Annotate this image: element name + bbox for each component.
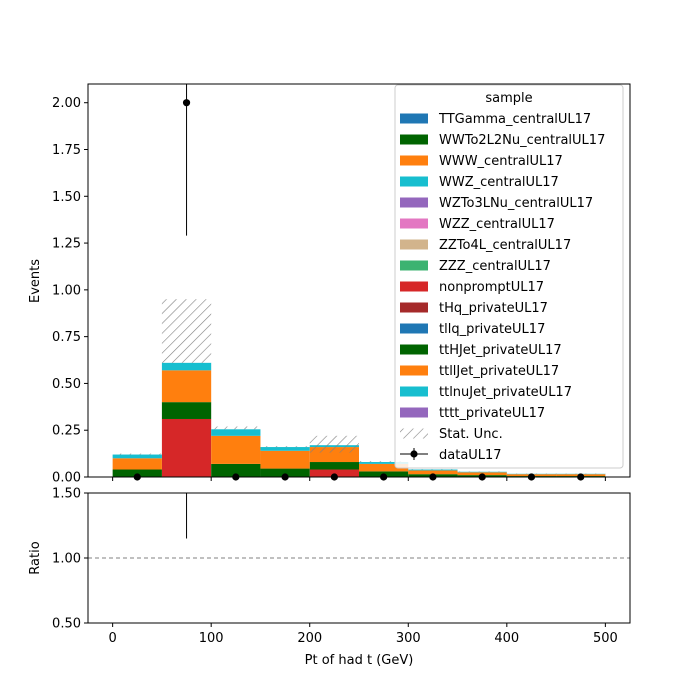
x-tick-label-300: 300 [396,631,421,646]
bar-nonpromptUL17-bin-1 [161,418,212,477]
stat-unc-bin-2 [211,426,261,430]
legend-swatch-3 [400,176,428,187]
x-tick-label-100: 100 [199,631,224,646]
x-axis-label: Pt of had t (GeV) [305,653,414,668]
bar-ttHJet_privateUL17-bin-1 [161,402,212,419]
legend-swatch-5 [400,218,428,229]
stat-unc-bin-7 [457,471,507,472]
main-y-tick-label-5: 1.25 [52,237,81,252]
legend-swatch-10 [400,323,428,334]
main-y-tick-label-4: 1.00 [52,283,81,298]
legend-label-2: WWW_centralUL17 [439,154,563,169]
legend-label-14: tttt_privateUL17 [439,406,545,421]
stat-unc-bin-5 [359,461,409,463]
ratio-plot: 0 100 200 300 400 500 0.50 1.00 1.50 Ratio Pt o… [28,487,631,668]
ratio-x-ticks: 0 100 200 300 400 500 [108,623,618,646]
ratio-y-tick-label-2: 1.50 [52,487,81,502]
x-tick-label-500: 500 [593,631,618,646]
legend-label-5: WZZ_centralUL17 [439,217,555,232]
bar-ttllJet_privateUL17-bin-5 [359,463,409,472]
legend-swatch-0 [400,113,428,124]
stat-unc-bin-6 [408,469,458,470]
legend-label-9: tHq_privateUL17 [439,301,548,316]
main-y-tick-label-7: 1.75 [52,143,81,158]
main-y-tick-label-8: 2.00 [52,96,81,111]
ratio-y-axis-label: Ratio [28,541,43,574]
x-tick-label-400: 400 [494,631,519,646]
legend-swatch-13 [400,386,428,397]
y-axis-label: Events [28,259,43,303]
legend-label-4: WZTo3LNu_centralUL17 [439,196,593,211]
legend-label-7: ZZZ_centralUL17 [439,259,551,274]
bar-ttlnuJet_privateUL17-bin-7 [457,471,507,473]
legend-swatch-4 [400,197,428,208]
legend-label-10: tllq_privateUL17 [439,322,545,337]
legend-swatch-7 [400,260,428,271]
legend-label-stat-unc: Stat. Unc. [439,427,503,442]
stat-unc-bin-1 [161,299,212,363]
bar-ttllJet_privateUL17-bin-6 [408,470,458,475]
legend-label-3: WWZ_centralUL17 [439,175,559,190]
legend-swatch-2 [400,155,428,166]
main-axes-frame [87,83,631,478]
x-tick-label-200: 200 [297,631,322,646]
legend-swatch-14 [400,407,428,418]
stat-unc-bin-3 [260,446,310,448]
ratio-y-tick-label-1: 1.00 [52,552,81,567]
bar-ttlnuJet_privateUL17-bin-2 [211,429,261,436]
legend-label-8: nonpromptUL17 [439,280,544,295]
data-point-1 [182,99,191,107]
legend-swatch-stat-unc [400,428,428,439]
legend-label-0: TTGamma_centralUL17 [438,112,591,127]
bar-ttllJet_privateUL17-bin-1 [161,370,212,403]
legend-label-6: ZZTo4L_centralUL17 [439,238,571,253]
legend-swatch-6 [400,239,428,250]
main-y-tick-label-1: 0.25 [52,424,81,439]
bar-ttHJet_privateUL17-bin-3 [260,468,310,477]
legend-label-13: ttlnuJet_privateUL17 [439,385,572,400]
bar-ttHJet_privateUL17-bin-2 [211,463,261,477]
ratio-y-ticks: 0.50 1.00 1.50 [52,487,88,632]
legend-label-12: ttllJet_privateUL17 [439,364,559,379]
legend-swatch-12 [400,365,428,376]
main-y-tick-label-2: 0.50 [52,377,81,392]
bar-ttlnuJet_privateUL17-bin-5 [359,462,409,464]
bar-ttlnuJet_privateUL17-bin-6 [408,469,458,471]
legend-swatch-11 [400,344,428,355]
ratio-y-tick-label-0: 0.50 [52,617,81,632]
stat-uncertainty-bands [112,299,606,475]
stat-unc-bin-4 [309,435,359,453]
bar-ttllJet_privateUL17-bin-2 [211,435,261,464]
stat-unc-bin-0 [112,453,162,455]
main-y-tick-label-3: 0.75 [52,330,81,345]
legend-label-data: dataUL17 [439,448,502,463]
legend-swatch-data [400,448,428,460]
legend-title: sample [485,91,532,106]
main-x-ticks [112,477,606,481]
bar-nonpromptUL17-bin-4 [309,469,359,477]
legend-entries: TTGamma_centralUL17 WWTo2L2Nu_centralUL17… [400,112,605,463]
legend-swatch-8 [400,281,428,292]
x-tick-label-0: 0 [108,631,116,646]
main-y-ticks: 0.00 0.25 0.50 0.75 1.00 1.25 1.50 1.75 2.00 [52,96,88,486]
main-y-tick-label-6: 1.50 [52,190,81,205]
main-y-tick-label-0: 0.00 [52,471,81,486]
legend-label-1: WWTo2L2Nu_centralUL17 [439,133,605,148]
bar-ttllJet_privateUL17-bin-3 [260,450,310,469]
bar-ttllJet_privateUL17-bin-0 [112,458,162,470]
main-plot: 0.00 0.25 0.50 0.75 1.00 1.25 1.50 1.75 2.00 Eve… [28,83,631,486]
bar-ttlnuJet_privateUL17-bin-0 [112,454,162,459]
legend: sample TTGamma_centralUL17 WWTo2L2Nu_cent… [394,84,624,469]
legend-label-11: ttHJet_privateUL17 [439,343,562,358]
legend-box [394,84,624,469]
bar-ttlnuJet_privateUL17-bin-3 [260,447,310,451]
bar-ttlnuJet_privateUL17-bin-1 [161,362,212,371]
bar-ttHJet_privateUL17-bin-4 [309,462,359,470]
legend-swatch-1 [400,134,428,145]
bar-ttHJet_privateUL17-bin-0 [112,469,162,477]
legend-swatch-9 [400,302,428,313]
